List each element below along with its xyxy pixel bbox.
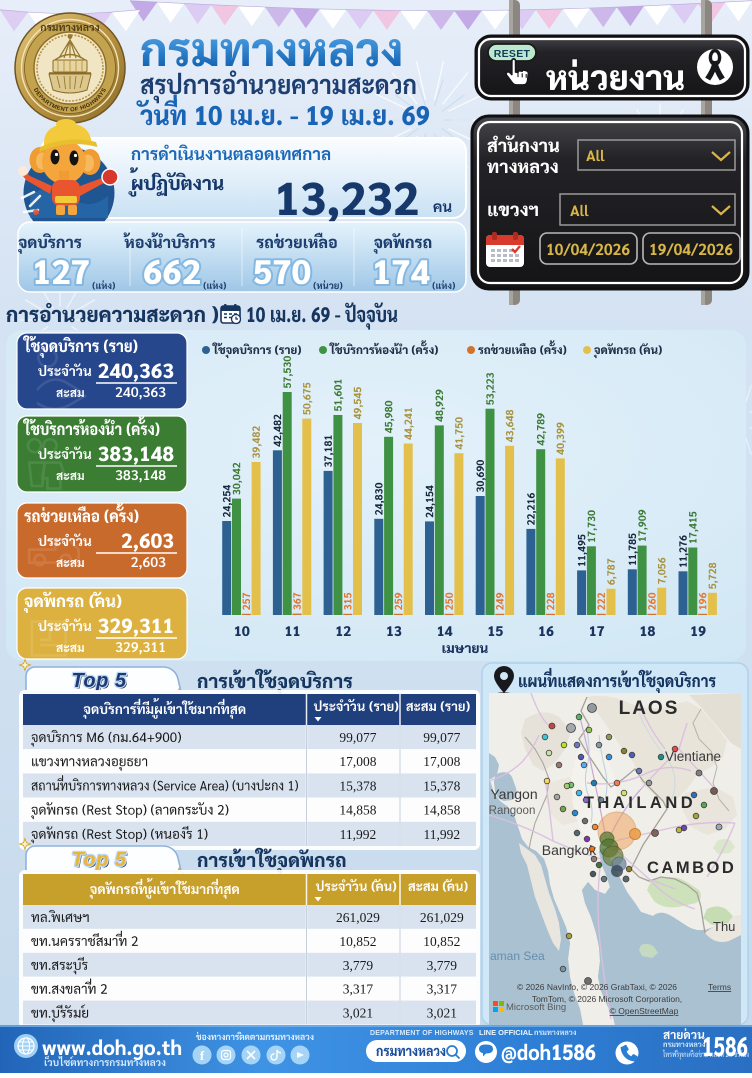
svg-text:Top 5: Top 5	[71, 849, 126, 871]
svg-text:Yangon: Yangon	[490, 786, 537, 802]
svg-text:3,779: 3,779	[427, 958, 458, 973]
svg-text:Bangkok: Bangkok	[542, 842, 597, 858]
svg-text:261,029: 261,029	[336, 910, 380, 925]
svg-text:11,992: 11,992	[340, 827, 377, 842]
svg-text:Terms: Terms	[708, 982, 731, 992]
svg-text:Thu: Thu	[713, 919, 735, 934]
svg-text:10,852: 10,852	[423, 934, 460, 949]
svg-text:14,858: 14,858	[423, 803, 460, 818]
svg-text:Rangoon: Rangoon	[489, 805, 536, 817]
svg-text:Microsoft Bing: Microsoft Bing	[506, 1002, 566, 1013]
svg-text:aman Sea: aman Sea	[490, 949, 545, 963]
svg-text:Top 5: Top 5	[73, 672, 128, 694]
svg-text:3,317: 3,317	[343, 982, 374, 997]
svg-text:261,029: 261,029	[420, 910, 464, 925]
svg-text:Vientiane: Vientiane	[665, 749, 721, 764]
svg-text:3,021: 3,021	[427, 1006, 457, 1021]
svg-text:99,077: 99,077	[339, 730, 376, 745]
svg-text:3,021: 3,021	[343, 1006, 373, 1021]
svg-text:© OpenStreetMap: © OpenStreetMap	[610, 1006, 679, 1016]
svg-text:Top 5: Top 5	[71, 849, 126, 871]
svg-text:10,852: 10,852	[339, 934, 376, 949]
svg-text:RESET: RESET	[494, 48, 531, 60]
svg-text:11,992: 11,992	[423, 827, 460, 842]
svg-text:LINE OFFICIAL: LINE OFFICIAL	[479, 1028, 533, 1037]
svg-text:3,779: 3,779	[343, 958, 374, 973]
svg-text:© 2026 NavInfo, © 2026 GrabTax: © 2026 NavInfo, © 2026 GrabTaxi, © 2026	[517, 982, 677, 992]
svg-text:f: f	[200, 1048, 205, 1063]
svg-text:17,008: 17,008	[423, 754, 460, 769]
svg-text:15,378: 15,378	[339, 778, 376, 793]
svg-text:3,317: 3,317	[427, 982, 458, 997]
svg-text:Top 5: Top 5	[71, 670, 126, 692]
svg-text:DEPARTMENT OF HIGHWAYS: DEPARTMENT OF HIGHWAYS	[370, 1030, 474, 1037]
svg-text:CAMBOD: CAMBOD	[647, 859, 736, 877]
svg-text:Top 5: Top 5	[71, 670, 126, 692]
svg-text:14,858: 14,858	[339, 803, 376, 818]
svg-text:THAILAND: THAILAND	[584, 794, 696, 812]
svg-text:TomTom, © 2026 Microsoft Corpo: TomTom, © 2026 Microsoft Corporation,	[532, 994, 682, 1004]
svg-text:17,008: 17,008	[339, 754, 376, 769]
svg-text:99,077: 99,077	[423, 730, 460, 745]
svg-text:LAOS: LAOS	[619, 698, 680, 719]
svg-text:Top 5: Top 5	[73, 851, 128, 873]
svg-text:15,378: 15,378	[423, 778, 460, 793]
